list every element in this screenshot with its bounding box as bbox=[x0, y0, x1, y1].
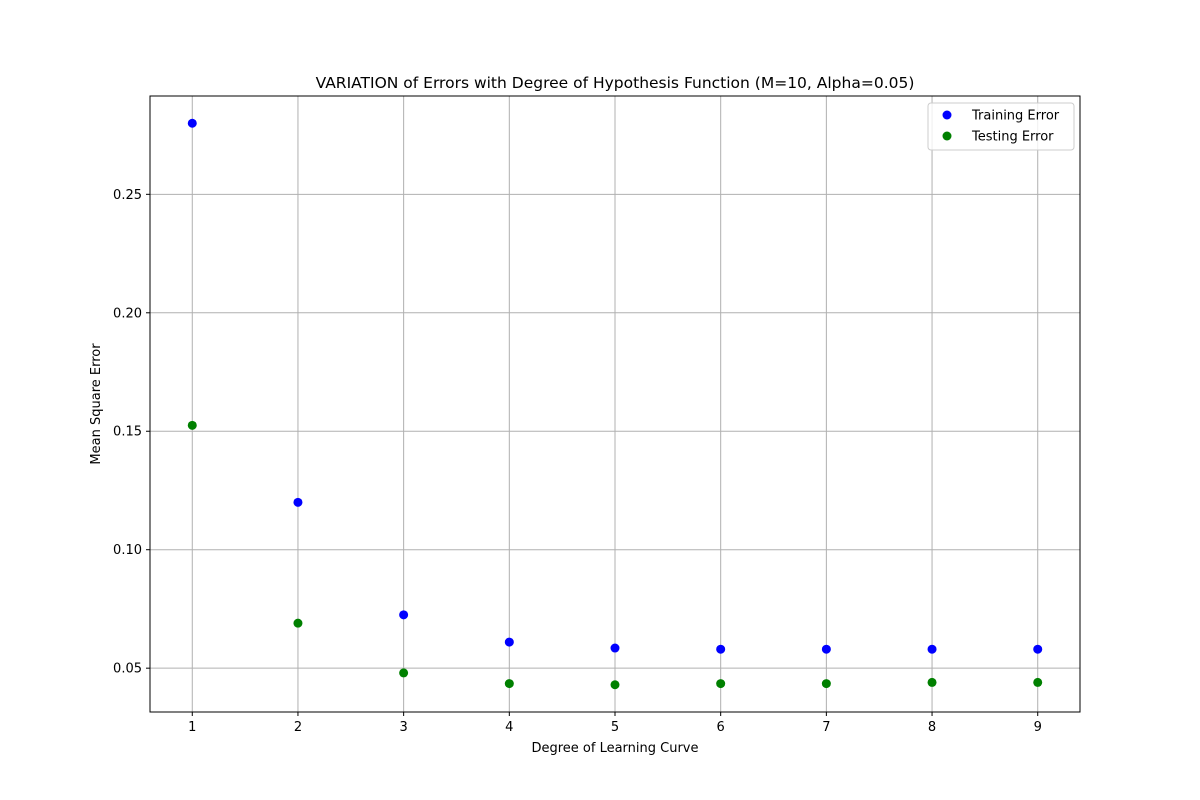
x-tick-label: 7 bbox=[822, 720, 830, 735]
training-error-point bbox=[821, 644, 831, 654]
x-tick-label: 8 bbox=[928, 720, 936, 735]
legend-label-testing: Testing Error bbox=[971, 130, 1054, 145]
y-tick-label: 0.05 bbox=[113, 662, 142, 677]
testing-error-point bbox=[187, 420, 197, 430]
testing-error-point bbox=[293, 618, 303, 628]
training-error-point bbox=[293, 497, 303, 507]
testing-error-point bbox=[821, 679, 831, 689]
testing-error-point bbox=[716, 679, 726, 689]
y-tick-label: 0.10 bbox=[113, 543, 142, 558]
x-axis-label: Degree of Learning Curve bbox=[531, 741, 698, 756]
training-error-point bbox=[716, 644, 726, 654]
x-tick-label: 3 bbox=[399, 720, 407, 735]
training-error-point bbox=[927, 644, 937, 654]
legend-marker-testing bbox=[942, 131, 952, 141]
training-error-point bbox=[504, 637, 514, 647]
training-error-point bbox=[610, 643, 620, 653]
y-axis-label: Mean Square Error bbox=[89, 343, 104, 465]
training-error-point bbox=[1033, 644, 1043, 654]
x-tick-label: 4 bbox=[505, 720, 513, 735]
x-tick-label: 5 bbox=[611, 720, 619, 735]
chart-title: VARIATION of Errors with Degree of Hypot… bbox=[316, 74, 915, 92]
legend-label-training: Training Error bbox=[971, 109, 1060, 124]
testing-error-point bbox=[399, 668, 409, 678]
data-points bbox=[187, 118, 1043, 690]
y-tick-label: 0.20 bbox=[113, 306, 142, 321]
y-tick-label: 0.25 bbox=[113, 188, 142, 203]
x-tick-label: 1 bbox=[188, 720, 196, 735]
x-tick-label: 9 bbox=[1034, 720, 1042, 735]
testing-error-point bbox=[927, 677, 937, 687]
testing-error-point bbox=[504, 679, 514, 689]
training-error-point bbox=[187, 118, 197, 128]
legend: Training Error Testing Error bbox=[927, 102, 1075, 151]
x-tick-label: 6 bbox=[717, 720, 725, 735]
testing-error-point bbox=[1033, 677, 1043, 687]
legend-box bbox=[927, 102, 1075, 151]
x-tick-label: 2 bbox=[294, 720, 302, 735]
testing-error-point bbox=[610, 680, 620, 690]
axis-ticks: 1 2 3 4 5 6 7 8 9 0.05 0.10 0.15 0.20 0.25 bbox=[113, 188, 1042, 735]
y-tick-label: 0.15 bbox=[113, 425, 142, 440]
grid bbox=[150, 96, 1080, 712]
training-error-point bbox=[399, 610, 409, 620]
legend-marker-training bbox=[942, 110, 952, 120]
